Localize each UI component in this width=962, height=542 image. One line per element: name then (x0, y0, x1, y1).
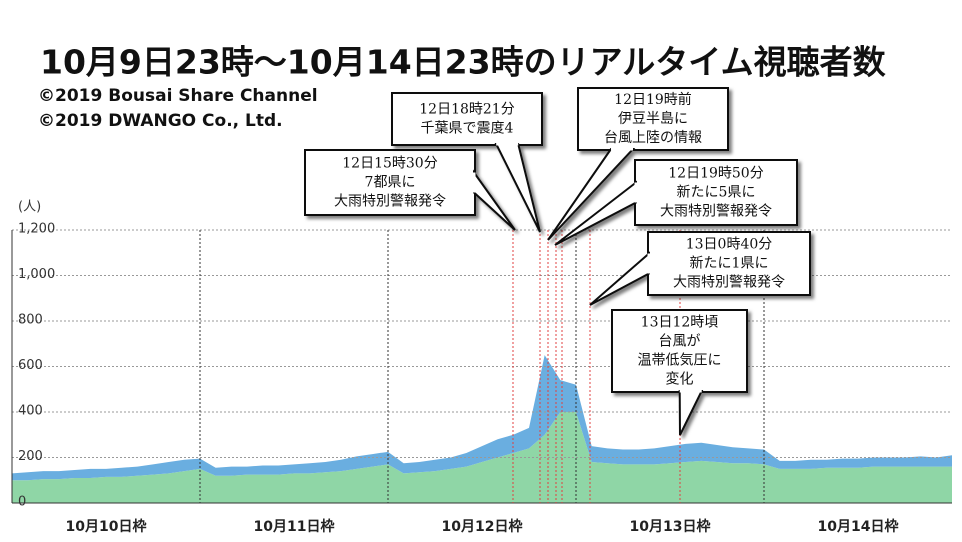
annotation-text: 台風が (659, 334, 701, 350)
annotation-text: 13日12時頃 (641, 315, 719, 331)
annotation-text: 大雨特別警報発令 (334, 194, 446, 210)
callout-pointer (589, 251, 650, 306)
y-axis-label: (人) (18, 200, 41, 215)
annotation-text: 7都県に (365, 175, 416, 191)
chart-title: 10月9日23時〜10月14日23時のリアルタイム視聴者数 (40, 43, 887, 82)
area (12, 412, 952, 503)
annotation-text: 12日15時30分 (342, 156, 437, 172)
callout-box (304, 149, 476, 216)
annotation-text: 変化 (666, 371, 694, 388)
annotation-text: 12日19時前 (614, 91, 692, 108)
callout-box (391, 92, 543, 146)
callout-box (611, 309, 748, 393)
x-tick-label: 10月13日枠 (630, 518, 711, 535)
callout (554, 159, 798, 246)
y-tick-label: 200 (18, 449, 43, 464)
callout (547, 87, 729, 241)
annotation-text: 新たに5県に (677, 185, 756, 201)
annotation-text: 台風上陸の情報 (604, 130, 702, 146)
annotation-text: 12日19時50分 (668, 166, 763, 182)
callout (611, 309, 748, 436)
annotation-text: 新たに1県に (690, 256, 769, 272)
callout-box (634, 159, 798, 226)
credit: ©2019 Bousai Share Channel (38, 86, 318, 106)
y-tick-label: 1,200 (18, 222, 55, 237)
annotation-text: 千葉県で震度4 (421, 121, 514, 137)
callout-pointer (473, 169, 516, 231)
callout (589, 231, 811, 306)
callout (391, 92, 543, 233)
x-tick-label: 10月12日枠 (442, 518, 523, 535)
annotation-text: 大雨特別警報発令 (660, 204, 772, 220)
annotation-text: 13日0時40分 (686, 237, 773, 253)
annotation-text: 温帯低気圧に (638, 353, 722, 369)
annotation-text: 大雨特別警報発令 (673, 275, 785, 291)
annotation-text: 12日18時21分 (419, 102, 514, 118)
y-tick-label: 0 (18, 495, 26, 510)
callout-box (647, 231, 811, 296)
callout (304, 149, 516, 231)
x-tick-label: 10月14日枠 (818, 518, 899, 535)
credit: ©2019 DWANGO Co., Ltd. (38, 111, 283, 131)
y-tick-label: 1,000 (18, 267, 55, 282)
x-tick-label: 10月11日枠 (254, 518, 335, 535)
area (12, 355, 952, 481)
x-tick-label: 10月10日枠 (66, 518, 147, 535)
y-tick-label: 400 (18, 404, 43, 419)
callout-box (577, 87, 729, 151)
y-tick-label: 600 (18, 358, 43, 373)
y-tick-label: 800 (18, 313, 43, 328)
callout-pointer (678, 390, 704, 436)
annotation-text: 伊豆半島に (618, 111, 688, 127)
